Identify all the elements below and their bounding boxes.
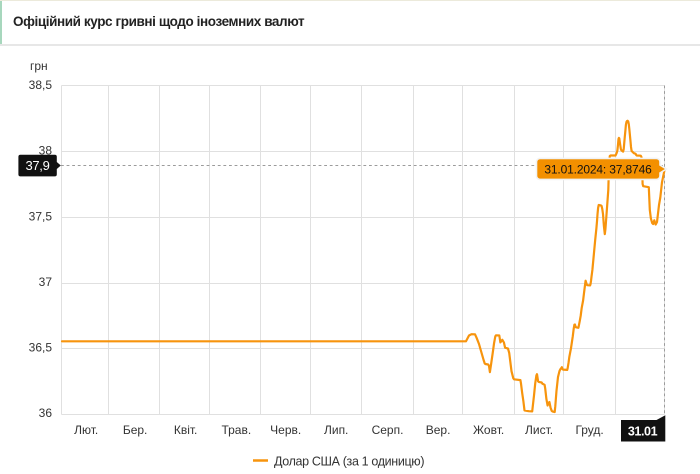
svg-text:Лют.: Лют. (74, 423, 98, 437)
svg-text:38: 38 (39, 144, 53, 158)
svg-text:36,5: 36,5 (29, 341, 53, 355)
svg-text:Бер.: Бер. (123, 423, 148, 437)
svg-text:Груд.: Груд. (575, 423, 603, 437)
svg-text:Серп.: Серп. (372, 423, 404, 437)
svg-text:38,5: 38,5 (29, 78, 53, 92)
svg-text:Лист.: Лист. (525, 423, 553, 437)
svg-text:31.01: 31.01 (628, 424, 658, 438)
svg-text:Черв.: Черв. (270, 423, 301, 437)
svg-text:31.01.2024: 37,8746: 31.01.2024: 37,8746 (544, 162, 652, 176)
svg-text:грн: грн (30, 59, 48, 73)
svg-text:Вер.: Вер. (426, 423, 451, 437)
svg-text:37,9: 37,9 (25, 158, 49, 173)
svg-text:Жовт.: Жовт. (473, 423, 504, 437)
svg-text:37,5: 37,5 (29, 209, 53, 223)
svg-text:Лип.: Лип. (324, 423, 348, 437)
svg-text:Квіт.: Квіт. (174, 423, 198, 437)
svg-text:Трав.: Трав. (221, 423, 251, 437)
svg-text:36: 36 (39, 406, 53, 420)
svg-text:Долар США (за 1 одиницю): Долар США (за 1 одиницю) (274, 455, 424, 469)
svg-text:37: 37 (39, 275, 53, 289)
